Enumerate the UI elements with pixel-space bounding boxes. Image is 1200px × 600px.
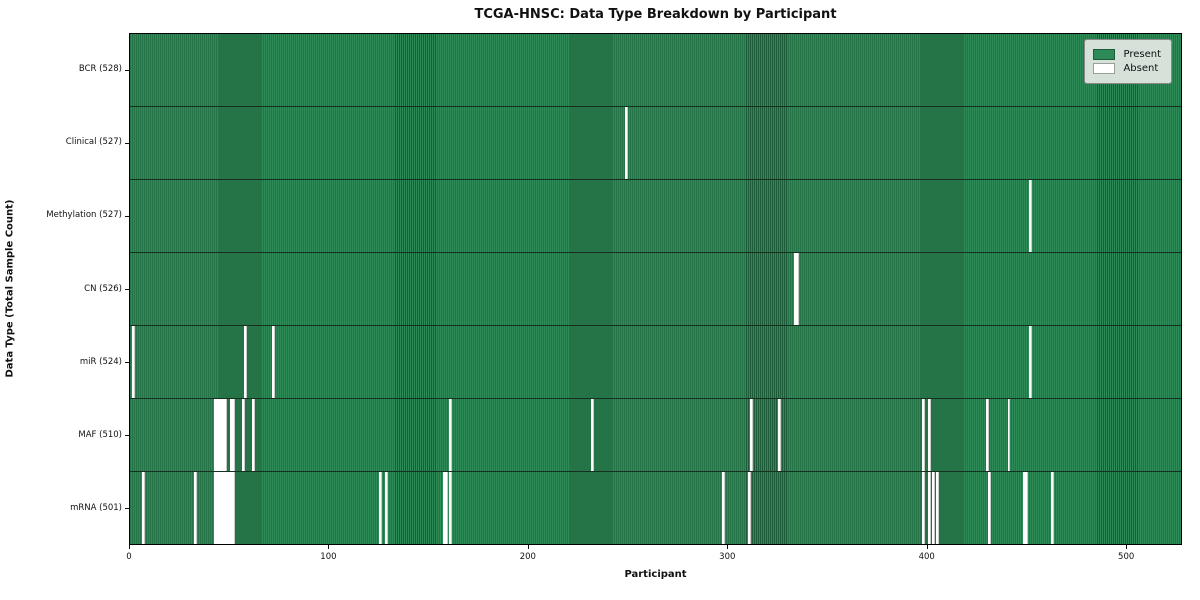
heatmap-row-maf [130, 399, 1181, 472]
legend: Present Absent [1084, 39, 1172, 84]
y-tick-mark [125, 69, 129, 71]
present-swatch-icon [1093, 49, 1116, 60]
legend-label-absent: Absent [1123, 63, 1159, 74]
x-tick-label-100: 100 [320, 552, 337, 562]
absent-mark [131, 326, 135, 398]
x-tick-label-500: 500 [1118, 552, 1135, 562]
absent-mark [590, 399, 594, 471]
x-tick-mark [926, 545, 928, 549]
heatmap-row-mir [130, 326, 1181, 399]
absent-mark [141, 472, 145, 544]
absent-mark [251, 399, 255, 471]
y-tick-label-cn: CN (526) [84, 283, 122, 294]
absent-mark [927, 472, 931, 544]
absent-mark [624, 107, 628, 179]
absent-mark [243, 326, 247, 398]
legend-entry-absent: Absent [1093, 63, 1161, 74]
absent-mark [722, 472, 726, 544]
x-tick-mark [527, 545, 529, 549]
chart-title: TCGA-HNSC: Data Type Breakdown by Partic… [474, 7, 837, 22]
absent-mark [931, 472, 935, 544]
x-tick-label-200: 200 [519, 552, 536, 562]
absent-mark [445, 472, 449, 544]
x-tick-mark [328, 545, 330, 549]
absent-mark [241, 399, 245, 471]
legend-entry-present: Present [1093, 49, 1161, 60]
x-axis-label: Participant [624, 569, 687, 580]
y-tick-mark [125, 362, 129, 364]
absent-mark [223, 399, 227, 471]
y-tick-mark [125, 215, 129, 217]
absent-mark [449, 399, 453, 471]
heatmap-row-mrna [130, 472, 1181, 544]
absent-mark [271, 326, 275, 398]
absent-mark [231, 472, 235, 544]
absent-mark [379, 472, 383, 544]
y-tick-label-clinical: Clinical (527) [65, 137, 122, 148]
x-tick-mark [129, 545, 130, 549]
absent-mark [1025, 472, 1029, 544]
x-tick-label-300: 300 [719, 552, 736, 562]
absent-mark [935, 472, 939, 544]
absent-mark [1029, 326, 1033, 398]
x-tick-mark [727, 545, 729, 549]
x-tick-label-400: 400 [918, 552, 935, 562]
absent-mark [231, 399, 235, 471]
absent-mark [1007, 399, 1011, 471]
absent-mark [449, 472, 453, 544]
absent-mark [1051, 472, 1055, 544]
heatmap-row-cn [130, 253, 1181, 326]
heatmap-row-clinical [130, 107, 1181, 180]
heatmap-row-bcr [130, 34, 1181, 107]
plot-area [129, 33, 1182, 545]
y-tick-mark [125, 289, 129, 290]
absent-mark [985, 399, 989, 471]
y-tick-label-mrna: mRNA (501) [70, 502, 122, 513]
absent-mark [921, 472, 925, 544]
y-tick-label-methylation: Methylation (527) [46, 210, 122, 221]
absent-mark [1029, 180, 1033, 252]
y-tick-mark [125, 142, 129, 144]
absent-mark [927, 399, 931, 471]
absent-mark [750, 399, 754, 471]
y-tick-mark [125, 435, 129, 437]
absent-mark [385, 472, 389, 544]
absent-mark [193, 472, 197, 544]
y-tick-label-mir: miR (524) [79, 356, 122, 367]
y-tick-label-maf: MAF (510) [78, 429, 122, 440]
x-tick-mark [1126, 545, 1128, 549]
y-tick-label-bcr: BCR (528) [78, 64, 122, 75]
heatmap-row-methylation [130, 180, 1181, 253]
x-tick-label-0: 0 [126, 552, 132, 562]
absent-mark [921, 399, 925, 471]
absent-mark [987, 472, 991, 544]
legend-label-present: Present [1123, 49, 1161, 60]
y-tick-mark [125, 508, 129, 510]
absent-mark [796, 253, 800, 325]
absent-mark [748, 472, 752, 544]
absent-mark [778, 399, 782, 471]
absent-swatch-icon [1093, 63, 1116, 74]
